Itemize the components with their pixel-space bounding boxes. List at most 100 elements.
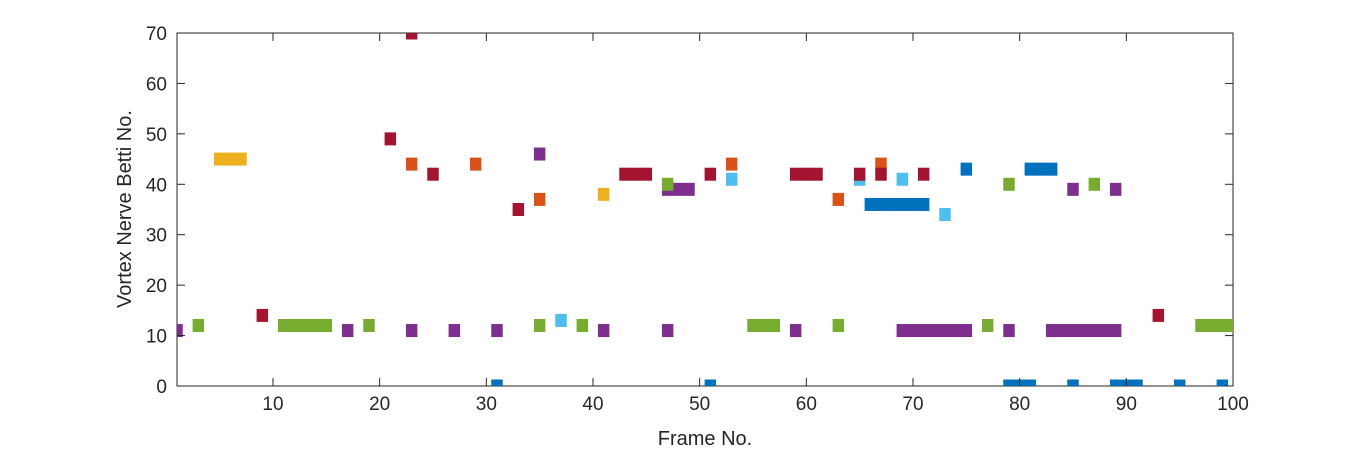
data-point-red: [256, 308, 269, 322]
data-point-green: [661, 177, 674, 191]
x-tick-label: 90: [1116, 394, 1137, 415]
data-point-blue: [864, 197, 877, 211]
x-tick-label: 70: [902, 394, 923, 415]
data-point-green: [747, 318, 759, 332]
data-point-purple: [341, 324, 354, 338]
x-tick-label: 10: [262, 394, 283, 415]
data-point-purple: [789, 324, 802, 338]
data-point-yellow: [597, 187, 610, 201]
data-point-blue: [491, 379, 503, 386]
x-tick-label: 100: [1217, 394, 1249, 415]
data-point-blue: [704, 379, 717, 386]
data-point-blue: [1173, 379, 1186, 386]
data-point-purple: [1067, 324, 1079, 338]
data-point-red: [789, 167, 802, 181]
data-point-green: [1195, 318, 1207, 332]
x-tick-label: 20: [369, 394, 390, 415]
data-point-blue: [875, 197, 887, 211]
data-point-green: [533, 318, 546, 332]
y-tick-label: 10: [146, 327, 167, 348]
data-point-blue: [1024, 162, 1037, 176]
data-point-red: [811, 167, 823, 181]
data-point-purple: [928, 324, 941, 338]
data-point-purple: [1067, 182, 1079, 196]
data-point-orange: [875, 157, 887, 171]
data-point-purple: [405, 324, 418, 338]
data-point-purple: [1003, 324, 1015, 338]
data-point-blue: [1045, 162, 1058, 176]
data-point-blue: [896, 197, 909, 211]
data-point-purple: [1109, 182, 1122, 196]
data-point-cyan: [896, 172, 909, 186]
x-tick-label: 40: [582, 394, 603, 415]
data-point-yellow: [224, 152, 237, 166]
data-point-purple: [597, 324, 610, 338]
x-tick-label: 50: [689, 394, 710, 415]
data-point-purple: [917, 324, 930, 338]
y-tick-label: 0: [156, 377, 167, 398]
data-point-blue: [960, 162, 973, 176]
data-point-purple: [1056, 324, 1069, 338]
data-point-red: [875, 167, 887, 181]
data-point-purple: [1077, 324, 1090, 338]
data-point-green: [1227, 318, 1233, 332]
data-point-purple: [1045, 324, 1058, 338]
data-point-purple: [683, 182, 695, 196]
data-point-blue: [917, 197, 930, 211]
data-point-red: [427, 167, 439, 181]
y-tick-label: 60: [146, 74, 167, 95]
data-point-blue: [907, 197, 919, 211]
data-point-red: [512, 203, 525, 216]
data-point-cyan: [555, 313, 567, 327]
data-point-blue: [1131, 379, 1143, 386]
data-point-blue: [1035, 162, 1047, 176]
data-point-purple: [949, 324, 962, 338]
x-axis-ticks: 10 20 30 40 50 60 70 80 90 100: [262, 33, 1249, 415]
data-point-blue: [1216, 379, 1229, 386]
data-point-purple: [177, 324, 183, 338]
data-point-red: [384, 132, 397, 146]
data-point-red: [619, 167, 631, 181]
y-tick-label: 70: [146, 24, 167, 45]
data-point-blue: [1109, 379, 1122, 386]
y-tick-label: 30: [146, 226, 167, 247]
y-tick-label: 50: [146, 125, 167, 146]
data-point-cyan: [939, 208, 951, 222]
data-point-green: [309, 318, 322, 332]
data-point-green: [1205, 318, 1218, 332]
x-tick-label: 80: [1009, 394, 1030, 415]
data-point-blue: [1003, 379, 1015, 386]
data-point-purple: [1109, 324, 1122, 338]
data-point-red: [629, 167, 642, 181]
data-point-blue: [885, 197, 898, 211]
data-point-red: [853, 167, 866, 181]
data-point-green: [288, 318, 301, 332]
data-point-blue: [1067, 379, 1079, 386]
data-point-purple: [661, 324, 674, 338]
data-point-purple: [896, 324, 909, 338]
data-point-green: [768, 318, 781, 332]
data-point-purple: [907, 324, 919, 338]
data-point-purple: [491, 324, 503, 338]
data-point-green: [981, 318, 994, 332]
data-point-orange: [533, 192, 546, 206]
data-point-red: [704, 167, 717, 181]
data-point-purple: [448, 324, 461, 338]
data-point-red: [640, 167, 653, 181]
data-point-red: [405, 33, 418, 40]
data-point-red: [1152, 308, 1165, 322]
data-point-purple: [939, 324, 951, 338]
data-point-green: [363, 318, 375, 332]
data-point-green: [299, 318, 311, 332]
data-point-orange: [725, 157, 738, 171]
x-tick-label: 60: [796, 394, 817, 415]
y-tick-label: 20: [146, 276, 167, 297]
data-point-purple: [533, 147, 546, 161]
data-point-purple: [960, 324, 973, 338]
y-axis-label: Vortex Nerve Betti No.: [114, 110, 136, 308]
data-point-yellow: [213, 152, 226, 166]
data-point-green: [320, 318, 333, 332]
x-axis-label: Frame No.: [658, 428, 752, 450]
data-point-green: [277, 318, 290, 332]
